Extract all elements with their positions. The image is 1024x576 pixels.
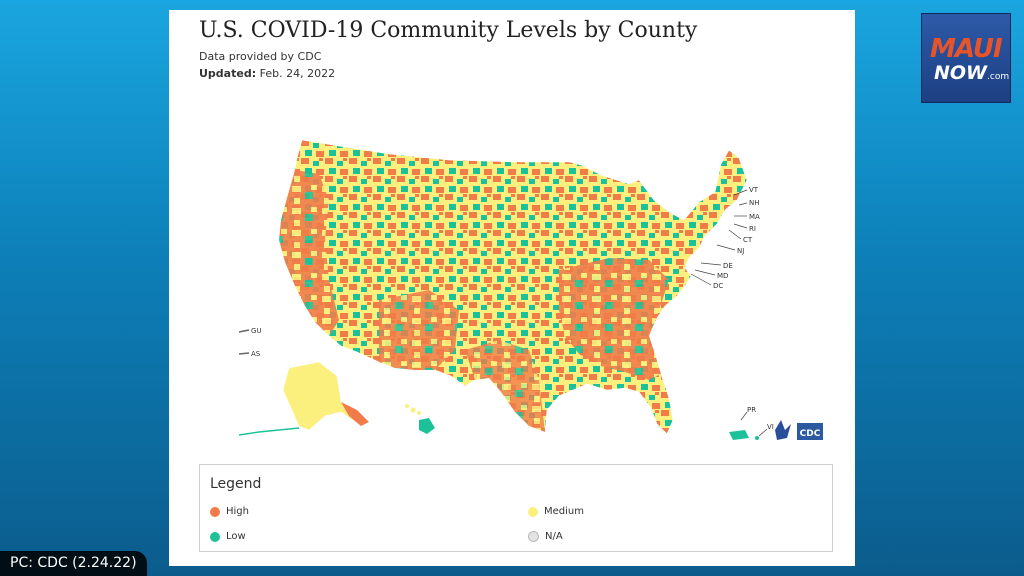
svg-text:CDC: CDC (800, 429, 821, 439)
logo-word-now: NOW.com (934, 62, 1010, 84)
label-ma: MA (749, 213, 760, 221)
label-nh: NH (749, 199, 760, 207)
label-nj: NJ (737, 247, 744, 255)
us-county-map: VT NH MA RI CT NJ DE MD DC GU AS PR VI C… (238, 140, 823, 440)
southwest-region (379, 290, 459, 370)
alaska-panhandle (341, 402, 369, 426)
label-de: DE (723, 262, 733, 270)
legend-box: Legend High Medium Low N/A (199, 464, 833, 552)
map-card: U.S. COVID-19 Community Levels by County… (169, 10, 855, 566)
data-source-text: Data provided by CDC (199, 50, 322, 63)
updated-text: Updated: Feb. 24, 2022 (199, 67, 335, 80)
photo-credit: PC: CDC (2.24.22) (0, 551, 147, 576)
legend-swatch-low (210, 531, 220, 542)
logo-word-maui: MAUI (930, 34, 1003, 64)
legend-item-low: Low (210, 531, 246, 542)
maui-now-logo: MAUI NOW.com (921, 13, 1011, 103)
label-as: AS (251, 350, 261, 358)
puerto-rico-shape (729, 430, 749, 440)
legend-swatch-na (528, 531, 539, 542)
american-samoa-shape (238, 352, 250, 355)
guam-shape (238, 329, 250, 333)
legend-swatch-medium (528, 506, 538, 517)
legend-swatch-high (210, 506, 220, 517)
leader-lines (690, 189, 768, 437)
hawaii-shape (405, 404, 435, 434)
label-ri: RI (749, 225, 756, 233)
cdc-logo-icon: CDC (797, 423, 823, 440)
legend-label-low: Low (226, 531, 246, 542)
label-dc: DC (713, 282, 723, 290)
label-vi: VI (767, 423, 774, 431)
label-vt: VT (749, 186, 759, 194)
updated-date: Feb. 24, 2022 (259, 67, 336, 80)
label-gu: GU (251, 327, 262, 335)
legend-label-high: High (226, 506, 249, 517)
page-title: U.S. COVID-19 Community Levels by County (199, 18, 698, 43)
legend-label-na: N/A (545, 531, 563, 542)
label-pr: PR (747, 406, 756, 414)
label-ct: CT (743, 236, 753, 244)
updated-label: Updated: (199, 67, 257, 80)
aleutian-islands (238, 427, 300, 436)
legend-title: Legend (210, 476, 262, 492)
texas-region (465, 340, 545, 432)
label-md: MD (717, 272, 728, 280)
southeast-region (559, 258, 669, 380)
legend-item-medium: Medium (528, 506, 584, 517)
legend-label-medium: Medium (544, 506, 584, 517)
legend-item-na: N/A (528, 531, 563, 542)
legend-item-high: High (210, 506, 249, 517)
hhs-logo-icon (775, 420, 791, 440)
virgin-islands-shape (755, 436, 759, 440)
west-coast-region (279, 170, 339, 336)
